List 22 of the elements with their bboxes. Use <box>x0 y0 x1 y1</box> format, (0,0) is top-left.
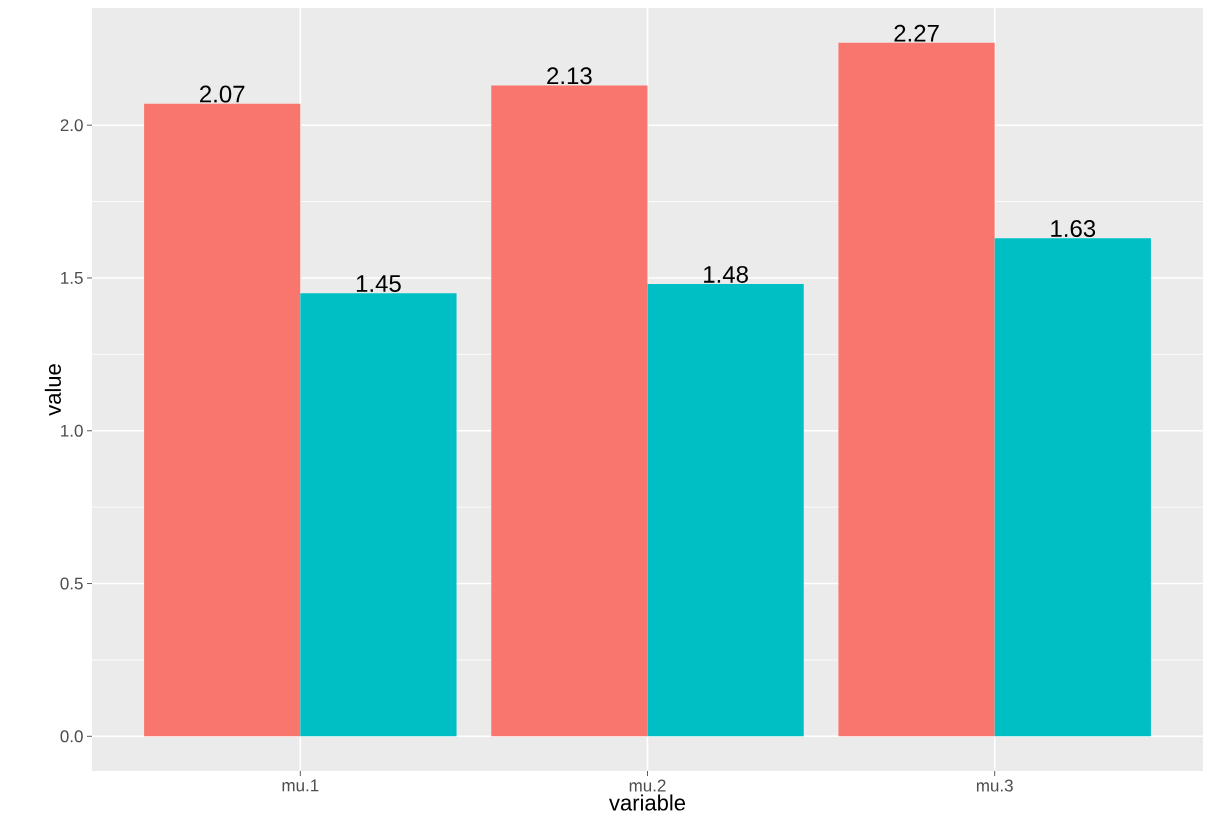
data-label: 1.48 <box>704 265 748 283</box>
data-label: 2.07 <box>200 85 245 103</box>
bar <box>300 293 457 737</box>
data-label: 1.63 <box>1051 220 1096 238</box>
x-tick-label: mu.1 <box>282 779 319 792</box>
bar <box>838 42 995 737</box>
bar <box>144 103 301 737</box>
y-tick-label: 1.5 <box>61 272 83 284</box>
bar <box>994 238 1151 737</box>
x-tick-label: mu.3 <box>976 779 1013 792</box>
x-tick-label: mu.2 <box>629 779 666 792</box>
y-tick-label: 0.0 <box>60 730 83 743</box>
data-label: 1.45 <box>356 275 401 293</box>
y-tick-label: 1.0 <box>61 424 83 437</box>
bar <box>491 85 648 737</box>
y-tick-label: 2.0 <box>60 119 83 132</box>
bar <box>647 284 804 737</box>
x-axis-title: variable <box>609 794 686 811</box>
y-tick-label: 0.5 <box>60 577 83 590</box>
data-label: 2.27 <box>894 24 939 42</box>
data-label: 2.13 <box>547 67 592 85</box>
y-axis-title: value <box>44 364 61 416</box>
